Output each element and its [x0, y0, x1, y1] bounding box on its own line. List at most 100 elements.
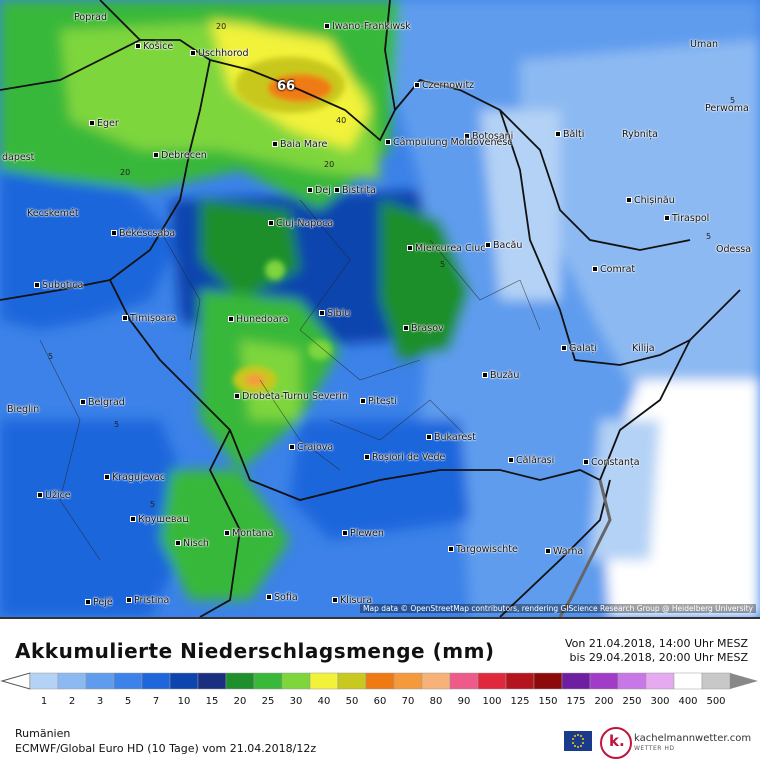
city-dot-icon [485, 242, 491, 248]
scale-swatch [393, 672, 423, 690]
contour-label: 20 [216, 22, 227, 31]
city-name: Warna [553, 546, 584, 557]
precip-field [0, 0, 760, 617]
city-name: Pitești [368, 396, 398, 407]
city-name: Botoșani [472, 131, 514, 142]
city-name: Kragujevac [112, 472, 166, 483]
scale-swatch [57, 672, 87, 690]
scale-label: 300 [650, 696, 669, 707]
city-dot-icon [592, 266, 598, 272]
city-name: Comrat [600, 264, 636, 275]
scale-label: 100 [482, 696, 501, 707]
city-dot-icon [561, 345, 567, 351]
city-label: Brașov [401, 323, 444, 334]
city-name: Câmpulung Moldovenesc [393, 137, 513, 148]
scale-label: 70 [402, 696, 415, 707]
city-name: Nisch [183, 538, 209, 549]
scale-swatch [113, 672, 143, 690]
city-dot-icon [583, 459, 589, 465]
scale-label: 1 [41, 696, 47, 707]
city-label: Uschhorod [188, 48, 249, 59]
city-label: Timișoara [120, 313, 176, 324]
scale-label: 200 [594, 696, 613, 707]
city-label: Uman [690, 39, 718, 50]
city-dot-icon [126, 597, 132, 603]
city-dot-icon [224, 530, 230, 536]
scale-swatch [85, 672, 115, 690]
scale-swatch [701, 672, 731, 690]
city-dot-icon [272, 141, 278, 147]
contour-label: 20 [120, 168, 131, 177]
city-dot-icon [508, 457, 514, 463]
city-name: dapest [2, 152, 35, 163]
city-name: Bukarest [434, 432, 476, 443]
city-name: Drobeta-Turnu Severin [242, 391, 348, 402]
city-name: Klisura [340, 595, 373, 606]
scale-label: 90 [458, 696, 471, 707]
city-label: Botoșani [462, 131, 513, 142]
city-label: Hunedoara [226, 314, 288, 325]
scale-label: 175 [566, 696, 585, 707]
city-name: Dej [315, 185, 331, 196]
city-label: Bieglin [7, 404, 39, 415]
city-name: Uschhorod [198, 48, 249, 59]
scale-label: 50 [346, 696, 359, 707]
scale-swatch [197, 672, 227, 690]
city-label: Chișinău [624, 195, 675, 206]
city-label: Bistrița [332, 185, 376, 196]
city-dot-icon [85, 599, 91, 605]
city-name: Poprad [74, 12, 107, 23]
city-label: Cluj-Napoca [266, 218, 333, 229]
city-label: Călărași [506, 455, 554, 466]
city-dot-icon [319, 310, 325, 316]
scale-swatch [589, 672, 619, 690]
city-label: Békéscsaba [109, 228, 175, 239]
city-name: Sofia [274, 592, 298, 603]
scale-swatch [365, 672, 395, 690]
city-dot-icon [324, 23, 330, 29]
city-name: Galați [569, 343, 598, 354]
city-label: Nisch [173, 538, 209, 549]
brand-name[interactable]: kachelmannwetter.com [634, 733, 752, 744]
kachelmann-logo-icon: k. [600, 727, 632, 759]
city-dot-icon [545, 548, 551, 554]
city-name: Perwoma [705, 103, 749, 114]
scale-label: 40 [318, 696, 331, 707]
city-dot-icon [407, 245, 413, 251]
scale-label: 150 [538, 696, 557, 707]
scale-swatch [253, 672, 283, 690]
scale-label: 20 [234, 696, 247, 707]
city-name: Baia Mare [280, 139, 328, 150]
city-dot-icon [482, 372, 488, 378]
eu-flag-icon [564, 731, 592, 751]
city-dot-icon [448, 546, 454, 552]
color-scale: 1 2 3 5 7 10 15 20 25 30 40 50 60 70 80 90 100 125 150 175 2… [0, 672, 758, 707]
city-dot-icon [268, 220, 274, 226]
scale-label: 30 [290, 696, 303, 707]
county-borders [39, 199, 541, 561]
contour-label: 5 [114, 420, 120, 429]
city-dot-icon [464, 133, 470, 139]
city-name: Brașov [411, 323, 444, 334]
city-dot-icon [153, 152, 159, 158]
city-name: Constanța [591, 457, 640, 468]
city-name: Sibiu [327, 308, 351, 319]
scale-label: 7 [153, 696, 159, 707]
city-dot-icon [122, 315, 128, 321]
contour-label: 5 [440, 260, 446, 269]
scale-swatch [673, 672, 703, 690]
scale-swatch [337, 672, 367, 690]
map-title: Akkumulierte Niederschlagsmenge (mm) [15, 639, 495, 663]
scale-label: 15 [206, 696, 219, 707]
city-name: Czernowitz [422, 80, 475, 91]
city-name: Békéscsaba [119, 228, 176, 239]
scale-swatch [561, 672, 591, 690]
city-name: Miercurea Ciuc [415, 243, 486, 254]
city-label: Belgrad [78, 397, 125, 408]
city-label: Kragujevac [102, 472, 165, 483]
city-name: Timișoara [130, 313, 177, 324]
scale-label: 25 [262, 696, 275, 707]
legend-footer: Akkumulierte Niederschlagsmenge (mm) Von… [0, 617, 760, 762]
city-label: Constanța [581, 457, 640, 468]
scale-label: 3 [97, 696, 103, 707]
